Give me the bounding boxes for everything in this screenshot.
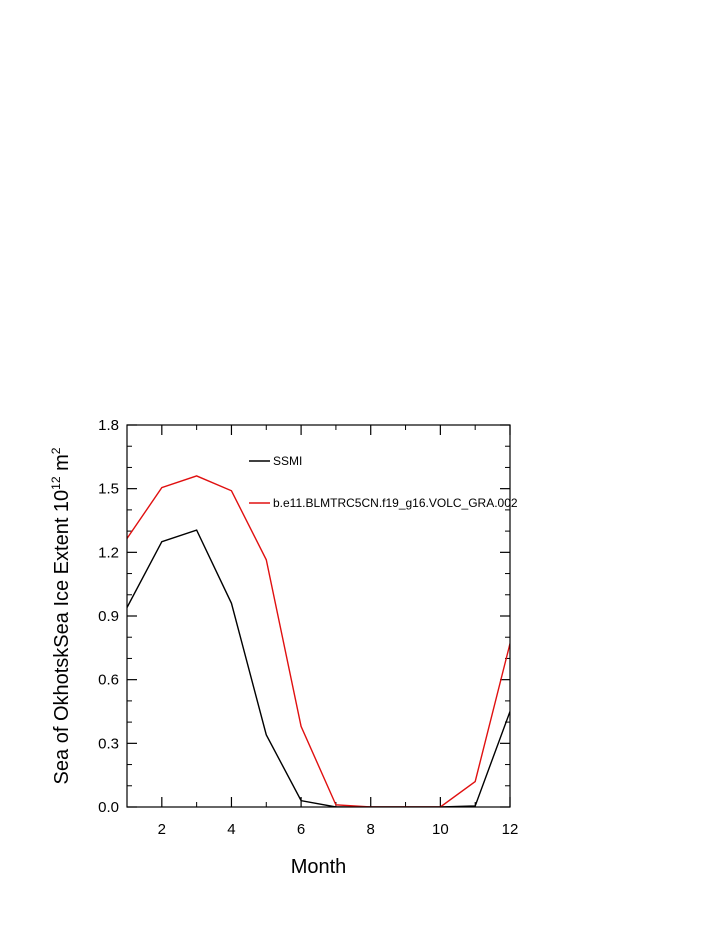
y-tick-label: 1.2 [98, 544, 119, 561]
y-axis-title-main: Sea of OkhotskSea Ice Extent 10 [51, 490, 73, 785]
x-tick-label: 8 [367, 821, 375, 838]
legend: SSMI b.e11.BLMTRC5CN.f19_g16.VOLC_GRA.002 [249, 454, 518, 510]
series-line [127, 475, 510, 807]
series-layer [127, 475, 510, 807]
y-axis-title-exponent: 12 [49, 476, 63, 490]
x-tick-label: 12 [502, 821, 519, 838]
x-tick-label: 2 [158, 821, 166, 838]
x-tick-label: 6 [297, 821, 305, 838]
major-ticks [127, 424, 511, 808]
y-tick-label: 0.6 [98, 672, 119, 689]
y-tick-label: 0.9 [98, 608, 119, 625]
legend-label: b.e11.BLMTRC5CN.f19_g16.VOLC_GRA.002 [273, 496, 518, 510]
y-tick-label: 1.5 [98, 481, 119, 498]
y-axis-title-unit: m [51, 454, 73, 476]
x-tick-label: 10 [432, 821, 449, 838]
minor-ticks [126, 425, 510, 807]
y-tick-label: 0.3 [98, 735, 119, 752]
x-axis-title: Month [291, 856, 347, 878]
y-tick-labels: 0.0 0.3 0.6 0.9 1.2 1.5 1.8 [98, 417, 119, 816]
y-axis-title-unit-exponent: 2 [49, 447, 63, 454]
y-axis-title: Sea of OkhotskSea Ice Extent 1012 m2 [49, 447, 73, 784]
plot-frame [126, 424, 511, 808]
x-tick-labels: 2 4 6 8 10 12 [158, 821, 519, 838]
x-tick-label: 4 [227, 821, 235, 838]
y-tick-label: 1.8 [98, 417, 119, 434]
y-tick-label: 0.0 [98, 799, 119, 816]
legend-label: SSMI [273, 454, 302, 468]
